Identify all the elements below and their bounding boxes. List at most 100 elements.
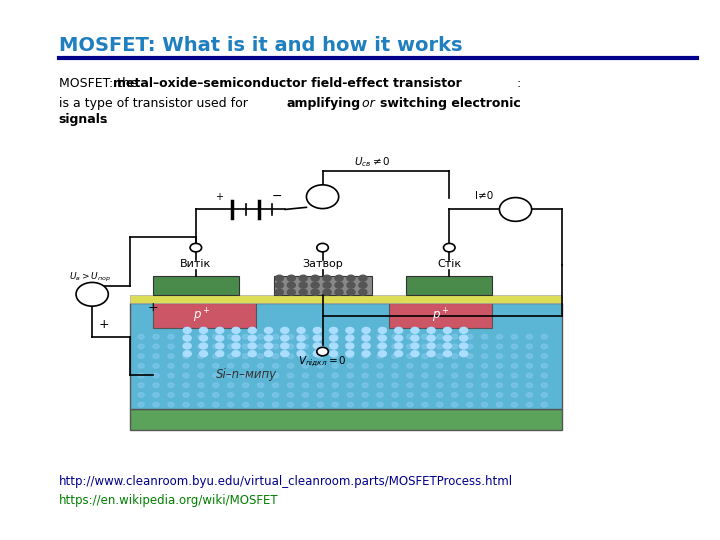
Circle shape — [281, 335, 289, 341]
Circle shape — [407, 402, 413, 407]
Circle shape — [228, 354, 234, 359]
Circle shape — [541, 393, 547, 397]
Circle shape — [248, 327, 256, 333]
Circle shape — [313, 351, 321, 356]
Circle shape — [541, 402, 547, 407]
Circle shape — [272, 383, 279, 388]
Circle shape — [444, 351, 451, 356]
Circle shape — [198, 354, 204, 359]
Circle shape — [153, 334, 159, 339]
Circle shape — [153, 383, 159, 388]
Circle shape — [467, 383, 473, 388]
Text: $U_в>U_{пор}$: $U_в>U_{пор}$ — [69, 271, 111, 284]
Circle shape — [76, 282, 108, 306]
Circle shape — [332, 363, 338, 368]
Circle shape — [467, 393, 473, 397]
Circle shape — [168, 354, 174, 359]
Text: MOSFET: What is it and how it works: MOSFET: What is it and how it works — [59, 36, 462, 55]
Circle shape — [482, 383, 487, 388]
Circle shape — [411, 327, 419, 333]
Circle shape — [346, 343, 354, 349]
Circle shape — [332, 402, 338, 407]
Circle shape — [212, 344, 219, 349]
Circle shape — [258, 363, 264, 368]
Circle shape — [346, 335, 354, 341]
Circle shape — [526, 354, 533, 359]
Circle shape — [330, 343, 338, 349]
Circle shape — [496, 344, 503, 349]
Circle shape — [359, 282, 367, 288]
Circle shape — [482, 402, 487, 407]
Circle shape — [511, 383, 518, 388]
Circle shape — [212, 354, 219, 359]
Circle shape — [482, 354, 487, 359]
Circle shape — [190, 244, 202, 252]
Circle shape — [183, 402, 189, 407]
Circle shape — [427, 327, 435, 333]
Circle shape — [436, 393, 443, 397]
FancyBboxPatch shape — [406, 276, 492, 295]
FancyBboxPatch shape — [153, 303, 256, 328]
Circle shape — [216, 327, 224, 333]
Circle shape — [346, 351, 354, 356]
Circle shape — [496, 373, 503, 378]
Circle shape — [347, 383, 354, 388]
FancyBboxPatch shape — [274, 276, 372, 295]
Circle shape — [347, 282, 355, 288]
Circle shape — [496, 383, 503, 388]
Circle shape — [212, 363, 219, 368]
Circle shape — [330, 351, 338, 356]
Circle shape — [330, 335, 338, 341]
Circle shape — [317, 393, 323, 397]
Circle shape — [258, 344, 264, 349]
Circle shape — [258, 393, 264, 397]
Circle shape — [436, 383, 443, 388]
Circle shape — [347, 393, 354, 397]
Circle shape — [313, 335, 321, 341]
Circle shape — [153, 354, 159, 359]
Circle shape — [228, 334, 234, 339]
Circle shape — [332, 383, 338, 388]
Circle shape — [444, 335, 451, 341]
Circle shape — [199, 343, 207, 349]
Circle shape — [243, 383, 249, 388]
Circle shape — [359, 289, 367, 295]
Circle shape — [362, 327, 370, 333]
Circle shape — [378, 327, 387, 333]
Circle shape — [362, 351, 370, 356]
Circle shape — [228, 393, 234, 397]
Circle shape — [392, 334, 398, 339]
Circle shape — [272, 344, 279, 349]
FancyBboxPatch shape — [389, 303, 492, 328]
Circle shape — [138, 344, 144, 349]
Circle shape — [248, 343, 256, 349]
Circle shape — [302, 373, 309, 378]
Circle shape — [407, 373, 413, 378]
Circle shape — [407, 344, 413, 349]
Circle shape — [359, 275, 367, 281]
Circle shape — [272, 393, 279, 397]
Circle shape — [287, 373, 294, 378]
Circle shape — [183, 351, 192, 356]
Circle shape — [216, 343, 224, 349]
Circle shape — [168, 334, 174, 339]
Circle shape — [228, 373, 234, 378]
Circle shape — [287, 282, 295, 288]
Circle shape — [216, 335, 224, 341]
Circle shape — [407, 354, 413, 359]
Circle shape — [272, 354, 279, 359]
Circle shape — [526, 334, 533, 339]
Circle shape — [183, 354, 189, 359]
Circle shape — [526, 344, 533, 349]
Circle shape — [427, 351, 435, 356]
Circle shape — [511, 344, 518, 349]
Circle shape — [347, 354, 354, 359]
Circle shape — [258, 373, 264, 378]
Text: $p^+$: $p^+$ — [432, 306, 449, 325]
Circle shape — [362, 393, 369, 397]
Circle shape — [392, 393, 398, 397]
Circle shape — [317, 363, 323, 368]
Circle shape — [323, 289, 331, 295]
Circle shape — [153, 402, 159, 407]
Circle shape — [411, 335, 419, 341]
